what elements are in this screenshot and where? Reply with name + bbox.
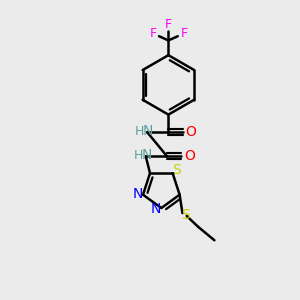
Text: N: N (143, 124, 153, 138)
Text: F: F (180, 27, 188, 40)
Text: N: N (141, 148, 152, 162)
Text: S: S (172, 164, 181, 177)
Text: F: F (149, 27, 156, 40)
Text: O: O (184, 149, 195, 163)
Text: H: H (134, 149, 143, 162)
Text: O: O (186, 125, 196, 139)
Text: H: H (135, 125, 144, 138)
Text: S: S (182, 208, 190, 221)
Text: F: F (165, 18, 172, 31)
Text: N: N (151, 202, 161, 216)
Text: N: N (132, 187, 142, 201)
